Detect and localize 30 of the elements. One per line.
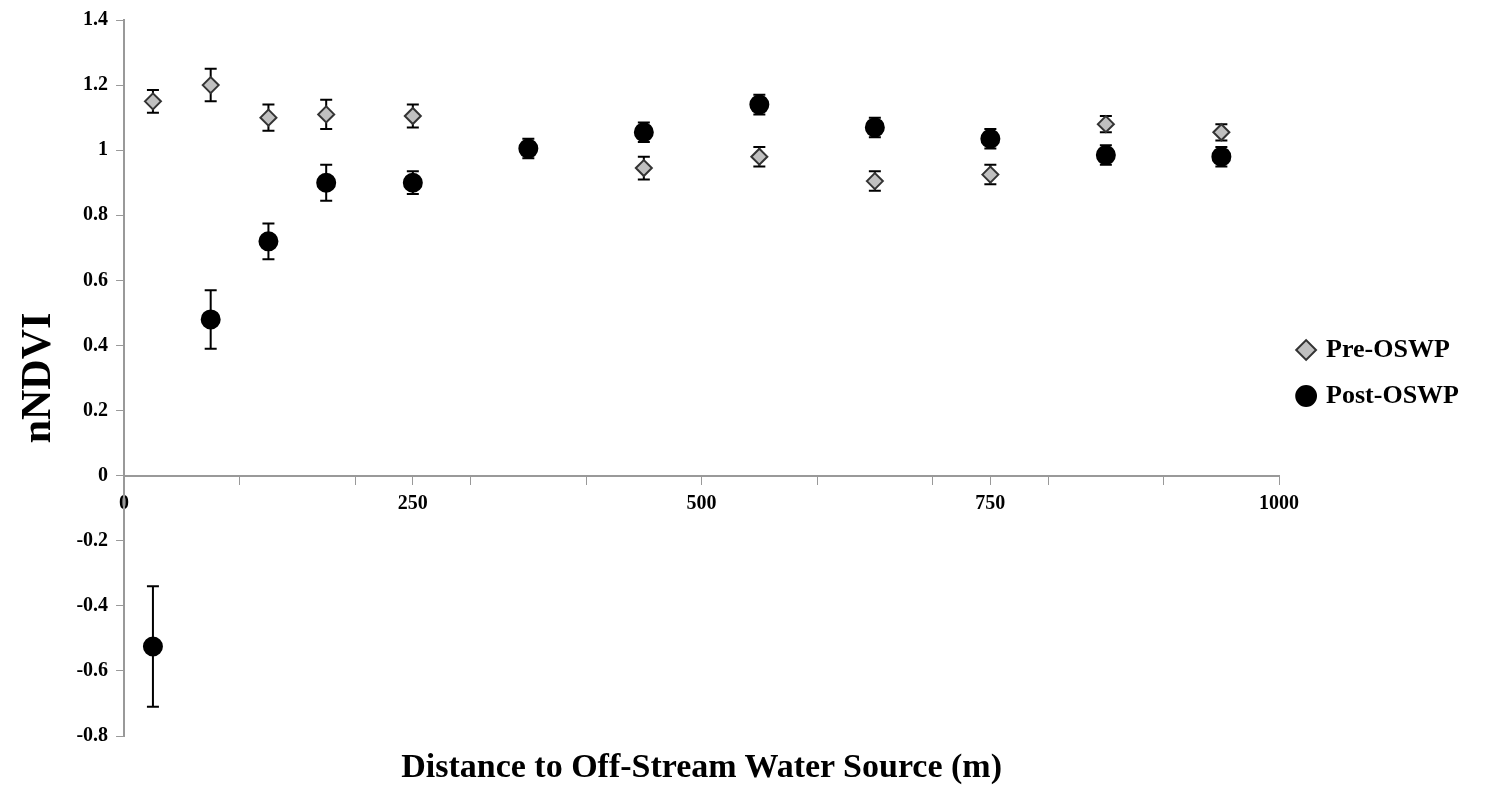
y-tick-label: 0.8 bbox=[83, 202, 109, 225]
point bbox=[317, 105, 336, 124]
y-axis-title: nNDVI bbox=[13, 312, 60, 444]
point bbox=[258, 231, 279, 252]
y-tick-label: 0 bbox=[98, 462, 109, 485]
point bbox=[634, 159, 653, 178]
legend-label: Pre-OSWP bbox=[1326, 333, 1450, 363]
point bbox=[316, 172, 337, 193]
x-tick-label: 250 bbox=[397, 490, 428, 513]
y-tick-label: 1.2 bbox=[83, 72, 109, 95]
point bbox=[403, 107, 422, 126]
x-tick-label: 750 bbox=[975, 490, 1006, 513]
y-tick-label: 0.2 bbox=[83, 397, 109, 420]
y-tick-label: -0.4 bbox=[76, 592, 109, 615]
point bbox=[201, 76, 220, 95]
point bbox=[142, 636, 163, 657]
x-axis-title: Distance to Off-Stream Water Source (m) bbox=[401, 746, 1003, 785]
point bbox=[143, 92, 162, 111]
y-tick-label: -0.8 bbox=[76, 723, 109, 746]
y-tick-label: 0.4 bbox=[83, 332, 109, 355]
point bbox=[200, 309, 221, 330]
y-tick-label: 0.6 bbox=[83, 267, 109, 290]
x-tick-label: 500 bbox=[686, 490, 717, 513]
y-tick-label: -0.6 bbox=[76, 658, 109, 681]
y-tick-label: 1 bbox=[98, 137, 109, 160]
point bbox=[259, 108, 278, 127]
y-tick-label: 1.4 bbox=[83, 7, 109, 30]
legend-label: Post-OSWP bbox=[1326, 379, 1460, 409]
y-tick-label: -0.2 bbox=[76, 527, 109, 550]
x-tick-label: 1000 bbox=[1259, 490, 1300, 513]
